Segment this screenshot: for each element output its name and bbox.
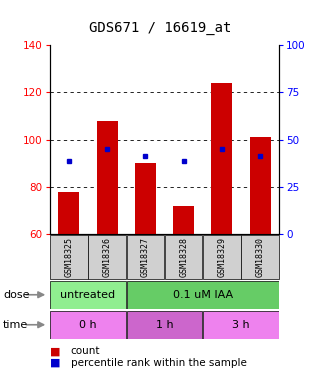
Text: GSM18327: GSM18327 (141, 237, 150, 277)
Text: untreated: untreated (60, 290, 116, 300)
Text: time: time (3, 320, 29, 330)
Text: dose: dose (3, 290, 30, 300)
Bar (211, 83, 232, 234)
Bar (250, 137, 271, 234)
Bar (173, 206, 194, 234)
Bar (135, 164, 156, 234)
Text: ■: ■ (50, 346, 60, 356)
Text: count: count (71, 346, 100, 356)
Bar (97, 121, 118, 234)
Text: GSM18328: GSM18328 (179, 237, 188, 277)
Text: 1 h: 1 h (156, 320, 173, 330)
Text: GSM18329: GSM18329 (217, 237, 226, 277)
Text: 0.1 uM IAA: 0.1 uM IAA (173, 290, 233, 300)
Bar (241, 235, 279, 279)
Bar (203, 311, 279, 339)
Text: 0 h: 0 h (79, 320, 97, 330)
Text: ■: ■ (50, 358, 60, 368)
Bar (203, 235, 241, 279)
Bar (50, 311, 126, 339)
Bar (50, 281, 126, 309)
Text: percentile rank within the sample: percentile rank within the sample (71, 358, 247, 368)
Bar (58, 192, 79, 234)
Bar (88, 235, 126, 279)
Text: GSM18330: GSM18330 (256, 237, 265, 277)
Bar (127, 311, 202, 339)
Text: GSM18326: GSM18326 (103, 237, 112, 277)
Text: GSM18325: GSM18325 (65, 237, 74, 277)
Bar (127, 235, 164, 279)
Bar (50, 235, 88, 279)
Bar (127, 281, 279, 309)
Text: GDS671 / 16619_at: GDS671 / 16619_at (89, 21, 232, 34)
Text: 3 h: 3 h (232, 320, 250, 330)
Bar (165, 235, 202, 279)
